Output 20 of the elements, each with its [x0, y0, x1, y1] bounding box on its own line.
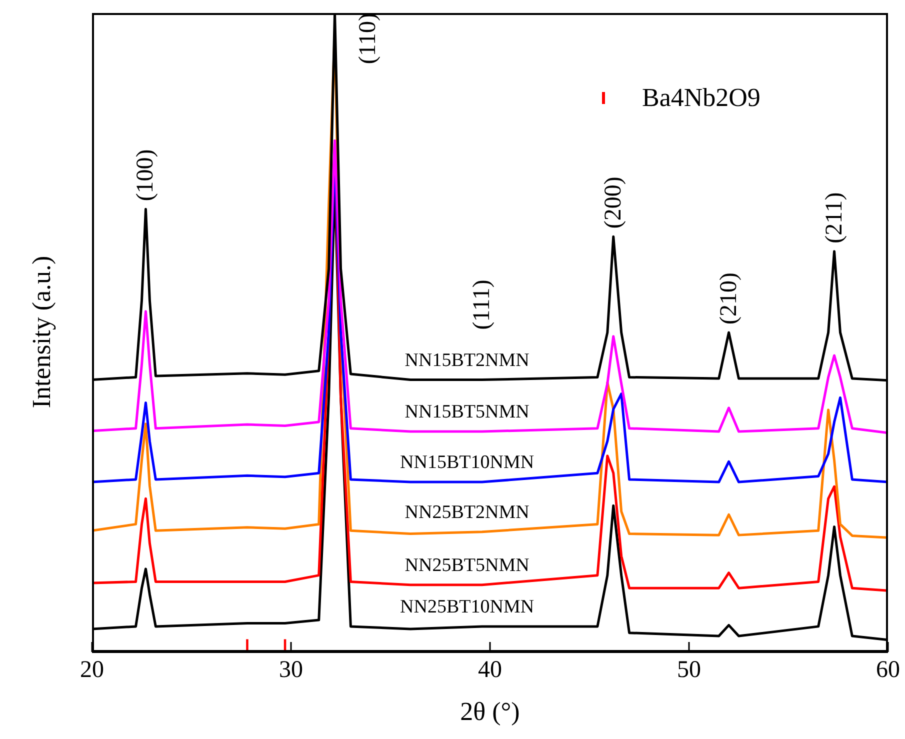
series-label: NN15BT2NMN [404, 350, 530, 371]
annotation: (211) [821, 192, 848, 244]
series-label: NN15BT10NMN [400, 452, 534, 474]
series-label: NN25BT5NMN [404, 554, 530, 576]
legend-label: Ba4Nb2O9 [642, 83, 760, 113]
series-label: NN15BT5NMN [404, 402, 530, 423]
series-label: NN25BT10NMN [400, 596, 534, 618]
y-axis-title: Intensity (a.u.) [27, 254, 57, 410]
annotation: (100) [132, 149, 159, 202]
annotation: (111) [469, 280, 496, 330]
x-tick-label: 20 [80, 657, 104, 684]
x-tick-label: 40 [478, 657, 502, 684]
x-tick-label: 30 [279, 657, 303, 684]
annotation: (210) [716, 272, 742, 324]
x-tick-label: 60 [876, 657, 900, 684]
annotation: (110) [354, 13, 381, 64]
annotation: (200) [600, 176, 626, 229]
x-tick-label: 50 [677, 657, 701, 684]
x-axis-title: 2θ (°) [459, 697, 521, 727]
series-label: NN25BT2NMN [404, 502, 530, 523]
